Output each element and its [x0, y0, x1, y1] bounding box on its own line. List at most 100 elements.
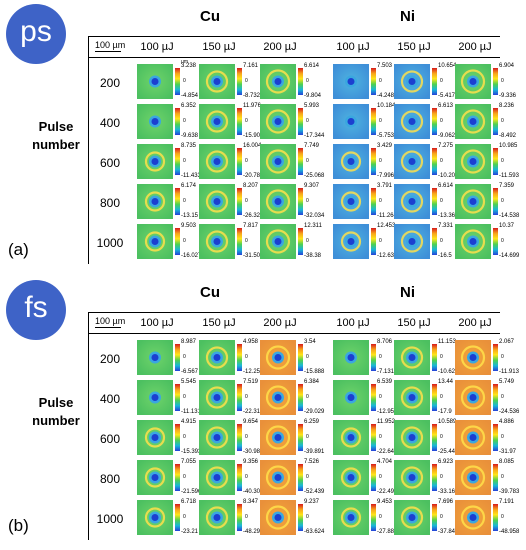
- colorbar-zero: 0: [306, 394, 309, 400]
- colorbar-max: 10.184: [377, 103, 396, 109]
- profile-map-cell: 7.055 -21.596 0: [137, 459, 201, 495]
- profile-map-image: [455, 380, 491, 415]
- colorbar-max: 9.237: [304, 499, 320, 505]
- panel-sublabel: (b): [8, 516, 29, 535]
- profile-map-cell: 6.614 -13.361 0: [394, 183, 458, 219]
- colorbar-min: -16.027: [181, 253, 202, 259]
- colorbar: [371, 504, 376, 531]
- profile-map-cell: 12.453 -12.637 0: [333, 223, 398, 259]
- colorbar: [237, 504, 242, 531]
- colorbar-max: 7.191: [499, 499, 515, 505]
- colorbar: [371, 228, 376, 255]
- metal-heading: Ni: [400, 8, 415, 25]
- colorbar: [298, 188, 303, 215]
- pulse-label: 600: [99, 156, 121, 170]
- profile-map-image: [199, 460, 235, 495]
- colorbar-min: -63.624: [304, 529, 325, 535]
- pulse-label: 200: [99, 76, 121, 90]
- colorbar-min: -9.062: [438, 133, 456, 139]
- profile-map-image: [455, 104, 491, 139]
- profile-map-image: [455, 500, 491, 535]
- colorbar-min: -13.15: [181, 213, 199, 219]
- colorbar: [237, 188, 242, 215]
- colorbar: [175, 424, 180, 451]
- profile-map-cell: 4.915 -15.393 0: [137, 419, 202, 455]
- colorbar-max: 10.985: [499, 143, 518, 149]
- profile-map-cell: 3.238 -4.854 0: [137, 63, 199, 99]
- colorbar: [432, 504, 437, 531]
- profile-map-image: [455, 460, 491, 495]
- profile-map-cell: 9.503 -16.027 0: [137, 223, 202, 259]
- colorbar-unit: µm: [181, 59, 189, 65]
- colorbar-min: -14.538: [499, 213, 520, 219]
- colorbar-max: 4.958: [243, 339, 259, 345]
- colorbar: [237, 384, 242, 411]
- energy-label: 150 µJ: [397, 41, 431, 53]
- colorbar-min: -22.317: [243, 409, 264, 415]
- colorbar: [175, 464, 180, 491]
- profile-map-cell: 6.259 -39.891 0: [260, 419, 325, 455]
- metal-heading: Cu: [200, 8, 220, 25]
- colorbar: [493, 228, 498, 255]
- profile-map-image: [199, 500, 235, 535]
- profile-map-cell: 13.44 -17.9 0: [394, 379, 456, 415]
- colorbar-min: -4.854: [181, 93, 199, 99]
- colorbar-zero: 0: [379, 474, 382, 480]
- colorbar-zero: 0: [440, 118, 443, 124]
- colorbar-max: 3.238: [181, 63, 197, 69]
- colorbar: [493, 384, 498, 411]
- profile-map-image: [199, 420, 235, 455]
- colorbar-zero: 0: [183, 394, 186, 400]
- profile-map-image: [333, 184, 369, 219]
- colorbar: [432, 424, 437, 451]
- colorbar-max: 7.359: [499, 183, 515, 189]
- profile-map-cell: 8.706 -7.131 0: [333, 339, 395, 375]
- colorbar-max: 4.915: [181, 419, 197, 425]
- profile-map-cell: 8.207 -26.323 0: [199, 183, 263, 219]
- colorbar-min: -15.393: [181, 449, 202, 455]
- colorbar-zero: 0: [379, 434, 382, 440]
- colorbar-max: 10.589: [438, 419, 457, 425]
- colorbar: [298, 148, 303, 175]
- colorbar-min: -25.068: [304, 173, 325, 179]
- profile-map-image: [333, 64, 369, 99]
- colorbar-max: 6.384: [304, 379, 320, 385]
- colorbar-zero: 0: [183, 238, 186, 244]
- colorbar: [371, 384, 376, 411]
- colorbar-max: 9.503: [181, 223, 197, 229]
- energy-label: 100 µJ: [336, 41, 370, 53]
- profile-map-cell: 6.904 -9.336 0: [455, 63, 517, 99]
- panel-sublabel: (a): [8, 240, 29, 259]
- y-axis-label: Pulse number: [24, 118, 88, 154]
- scale-bar-label: 100 µm: [95, 40, 126, 50]
- colorbar-max: 6.923: [438, 459, 454, 465]
- colorbar-min: -20.782: [243, 173, 264, 179]
- colorbar-zero: 0: [440, 354, 443, 360]
- energy-label: 100 µJ: [140, 41, 174, 53]
- colorbar-min: -39.891: [304, 449, 325, 455]
- colorbar-max: 5.749: [499, 379, 515, 385]
- profile-map-cell: 5.545 -11.131 0: [137, 379, 201, 415]
- colorbar-zero: 0: [501, 78, 504, 84]
- colorbar: [298, 228, 303, 255]
- panel-badge: ps: [6, 4, 66, 64]
- colorbar: [175, 108, 180, 135]
- colorbar-min: -14.699: [499, 253, 520, 259]
- profile-map-image: [260, 420, 296, 455]
- profile-map-cell: 7.161 -8.732 0: [199, 63, 261, 99]
- colorbar-min: -32.034: [304, 213, 325, 219]
- colorbar-max: 8.347: [243, 499, 259, 505]
- scale-bar-line: [95, 51, 121, 52]
- profile-map-cell: 7.817 -31.507 0: [199, 223, 263, 259]
- colorbar-zero: 0: [245, 158, 248, 164]
- colorbar-zero: 0: [183, 158, 186, 164]
- y-axis-label-line1: Pulse: [38, 119, 74, 134]
- y-axis-label-line2: number: [32, 137, 80, 152]
- colorbar-min: -12.637: [377, 253, 398, 259]
- colorbar: [175, 344, 180, 371]
- colorbar: [493, 464, 498, 491]
- colorbar-min: -9.336: [499, 93, 517, 99]
- profile-map-cell: 7.191 -48.958 0: [455, 499, 519, 535]
- colorbar-zero: 0: [245, 394, 248, 400]
- colorbar: [237, 148, 242, 175]
